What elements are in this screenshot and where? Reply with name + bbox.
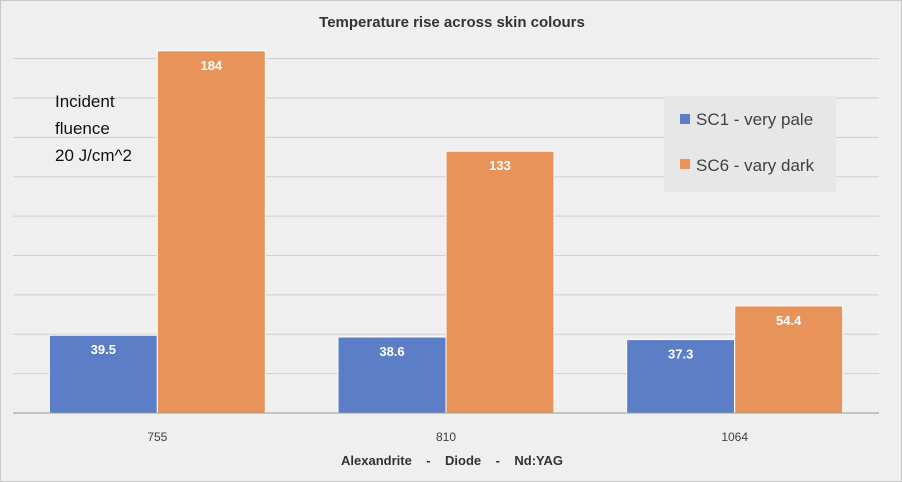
x-axis-title: Alexandrite - Diode - Nd:YAG: [341, 453, 563, 468]
annotation-line-2: fluence: [55, 119, 110, 138]
x-tick-labels: 755 810 1064: [147, 430, 748, 444]
fluence-annotation: Incident fluence 20 J/cm^2: [55, 92, 132, 165]
data-label: 54.4: [776, 313, 802, 328]
bar-sc6-755: [156, 50, 266, 414]
data-label: 39.5: [91, 342, 116, 357]
data-label: 38.6: [379, 344, 404, 359]
data-label: 184: [200, 58, 222, 73]
data-label: 37.3: [668, 347, 693, 362]
x-tick-label: 1064: [721, 430, 748, 444]
x-tick-label: 755: [147, 430, 167, 444]
chart-title: Temperature rise across skin colours: [319, 14, 585, 31]
legend-swatch-sc6: [680, 159, 690, 169]
legend-label-sc6: SC6 - vary dark: [696, 156, 815, 175]
annotation-line-1: Incident: [55, 92, 115, 111]
data-labels: 39.5 184 38.6 133 37.3 54.4: [91, 58, 802, 362]
x-tick-label: 810: [436, 430, 456, 444]
data-label: 133: [489, 158, 511, 173]
annotation-line-3: 20 J/cm^2: [55, 146, 132, 165]
bar-sc6-810: [445, 150, 555, 414]
legend-swatch-sc1: [680, 114, 690, 124]
legend-box: [664, 96, 836, 192]
legend-label-sc1: SC1 - very pale: [696, 110, 813, 129]
bars: [48, 50, 844, 414]
legend: SC1 - very pale SC6 - vary dark: [664, 96, 836, 192]
bar-sc6-1064: [734, 305, 844, 414]
